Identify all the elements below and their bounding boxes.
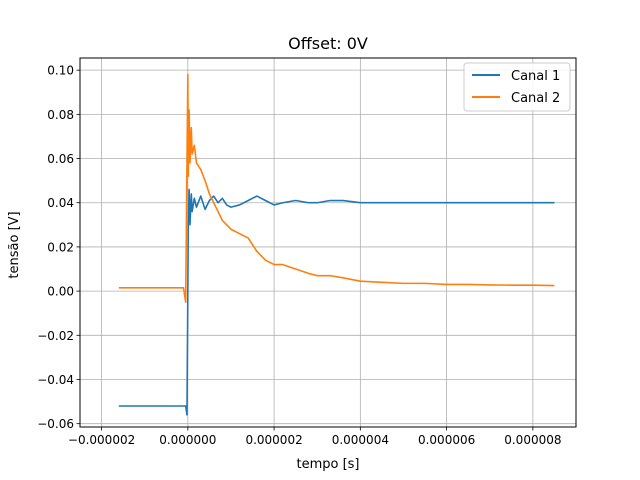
series-layer — [118, 73, 555, 416]
series-line-canal-2 — [118, 73, 555, 303]
x-tick-label: −0.000002 — [68, 433, 135, 447]
legend: Canal 1 Canal 2 — [463, 62, 571, 112]
ticks: −0.000002 0.000000 0.000002 0.000004 0.00000… — [37, 64, 561, 447]
legend-label-canal-2: Canal 2 — [511, 91, 560, 106]
grid — [80, 58, 576, 427]
series-line-canal-1 — [118, 188, 555, 416]
y-tick-label: 0.08 — [47, 108, 74, 122]
y-tick-label: −0.02 — [37, 329, 74, 343]
x-tick-label: 0.000002 — [245, 433, 302, 447]
x-axis-label: tempo [s] — [296, 457, 359, 472]
y-tick-label: 0.00 — [47, 285, 74, 299]
chart-title: Offset: 0V — [288, 34, 368, 53]
x-tick-label: 0.000004 — [332, 433, 389, 447]
legend-label-canal-1: Canal 1 — [511, 69, 560, 84]
y-tick-label: 0.04 — [47, 196, 74, 210]
axes-frame — [79, 57, 577, 428]
y-tick-label: 0.06 — [47, 152, 74, 166]
y-axis-label: tensão [V] — [7, 211, 22, 278]
x-tick-label: 0.000000 — [159, 433, 216, 447]
y-tick-label: 0.02 — [47, 240, 74, 254]
x-tick-label: 0.000006 — [418, 433, 475, 447]
x-tick-label: 0.000008 — [504, 433, 561, 447]
y-tick-label: −0.06 — [37, 417, 74, 431]
y-tick-label: −0.04 — [37, 373, 74, 387]
y-tick-label: 0.10 — [47, 64, 74, 78]
